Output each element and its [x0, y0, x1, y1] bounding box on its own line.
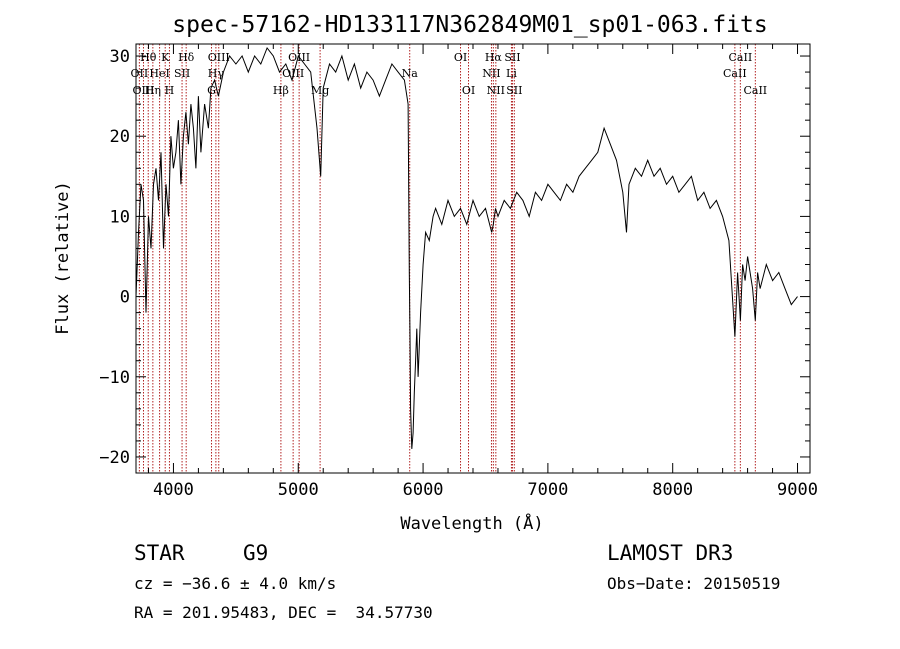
x-axis-label: Wavelength (Å) — [400, 512, 543, 534]
spectral-line-label: SII — [506, 84, 522, 97]
spectral-line-label: SII — [504, 51, 520, 64]
chart-title: spec-57162-HD133117N362849M01_sp01-063.f… — [172, 12, 767, 38]
sky-coordinates: RA = 201.95483, DEC = 34.57730 — [134, 603, 433, 622]
spectral-line-label: OII — [131, 67, 149, 80]
spectral-line-label: Hα — [485, 51, 503, 64]
y-axis-ticks: −20 −10 0 10 20 30 — [99, 47, 810, 468]
spectral-line-markers — [138, 44, 756, 473]
spectral-line-label: K — [161, 51, 170, 64]
x-tick-label: 7000 — [527, 480, 568, 500]
x-tick-label: 6000 — [403, 480, 444, 500]
spectral-line-label: Hδ — [178, 51, 195, 64]
y-axis-label: Flux (relative) — [53, 181, 73, 335]
spectral-line-label: Hβ — [273, 84, 289, 97]
y-tick-label: 0 — [120, 288, 130, 308]
spectral-line-label: OIII — [208, 51, 230, 64]
spectral-line-label: G — [207, 84, 216, 97]
survey-name: LAMOST DR3 — [607, 541, 734, 565]
spectral-line-label: NII — [487, 84, 505, 97]
spectrum-series-line — [135, 46, 798, 449]
spectral-line-label: HeI — [149, 67, 169, 80]
x-tick-label: 4000 — [153, 480, 194, 500]
spectral-line-label: OIII — [132, 84, 154, 97]
spectral-line-label: CaII — [723, 67, 747, 80]
spectral-line-label: Na — [402, 67, 419, 80]
observation-date: Obs−Date: 20150519 — [607, 574, 781, 593]
x-tick-label: 5000 — [278, 480, 319, 500]
y-tick-label: −20 — [99, 448, 130, 468]
y-tick-label: 30 — [110, 47, 130, 67]
y-tick-label: 20 — [110, 127, 130, 147]
spectral-line-label: Hθ — [140, 51, 157, 64]
spectral-line-label: Mg — [311, 84, 329, 97]
redshift-velocity: cz = −36.6 ± 4.0 km/s — [134, 574, 337, 593]
y-tick-label: −10 — [99, 368, 130, 388]
spectral-line-label: H — [165, 84, 175, 97]
spectral-line-label: OI — [462, 84, 475, 97]
object-subclass: G9 — [243, 541, 269, 565]
plot-frame — [135, 43, 811, 474]
spectral-line-label: CaII — [743, 84, 767, 97]
x-axis-ticks: 4000 5000 6000 7000 8000 9000 — [147, 44, 818, 500]
spectral-line-label: OI — [454, 51, 467, 64]
x-tick-label: 9000 — [777, 480, 818, 500]
spectral-line-label: Li — [506, 67, 517, 80]
y-tick-label: 10 — [110, 207, 130, 227]
object-class: STAR — [134, 541, 185, 565]
spectral-line-label: NII — [482, 67, 500, 80]
spectral-line-label: Hη — [145, 84, 161, 97]
spectral-line-label: CaII — [729, 51, 753, 64]
x-tick-label: 8000 — [652, 480, 693, 500]
spectral-line-label: Hγ — [208, 67, 225, 80]
spectral-line-label: OIII — [282, 67, 304, 80]
spectral-line-label: SII — [174, 67, 190, 80]
